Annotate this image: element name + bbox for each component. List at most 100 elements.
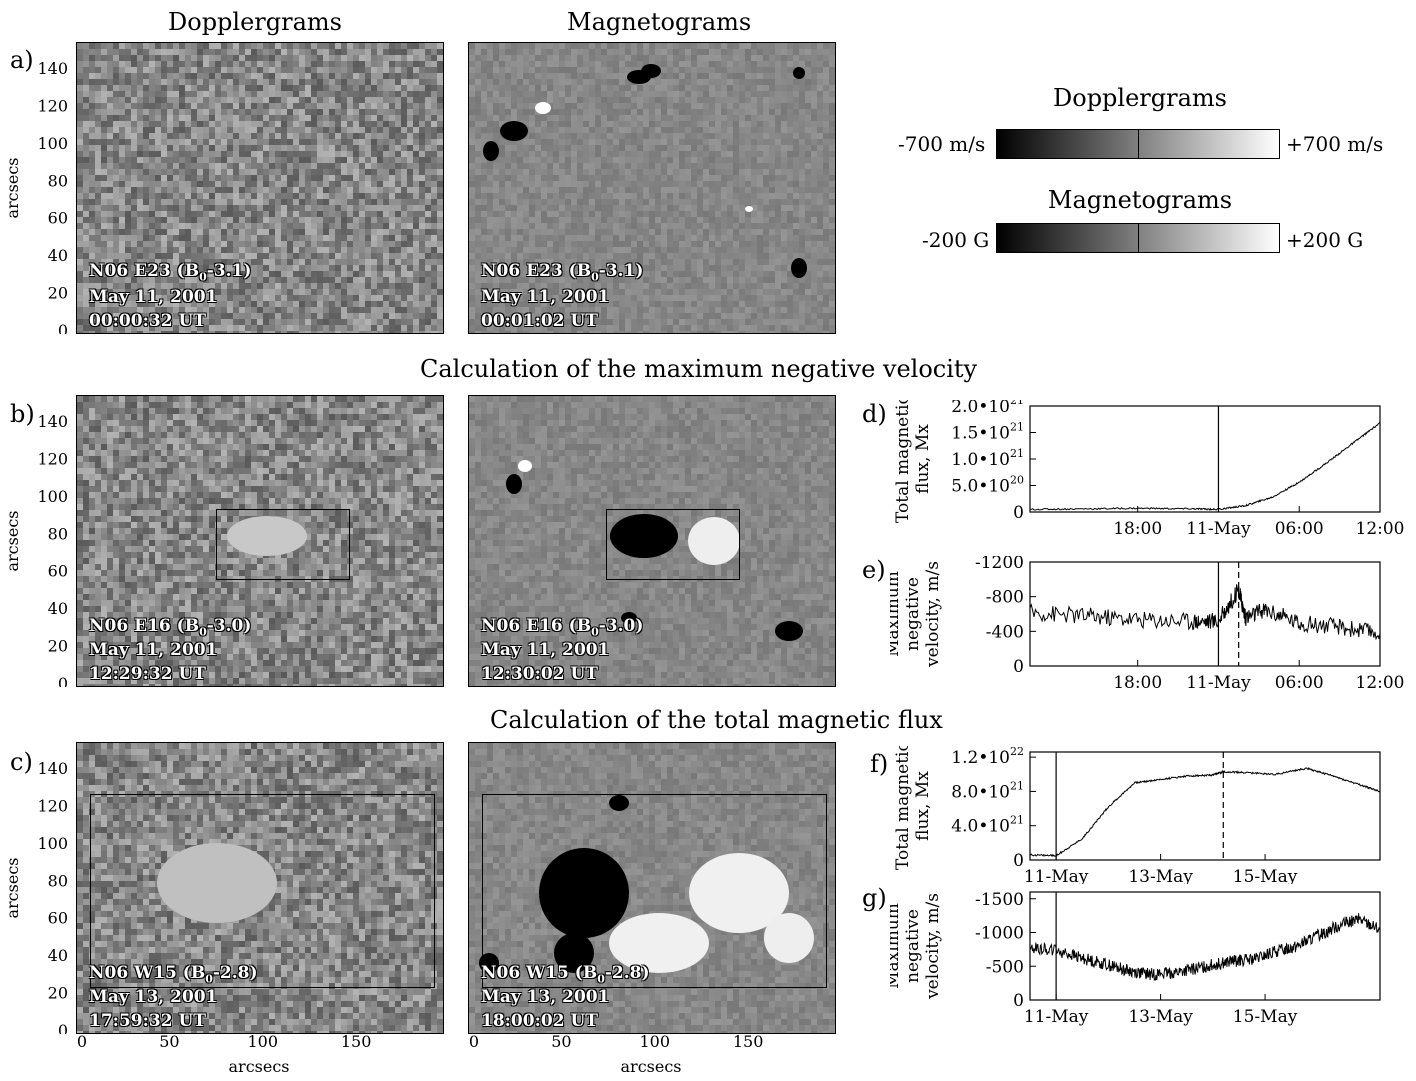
- x-tick-label: 18:00: [1113, 673, 1162, 692]
- magnetic-feature: [745, 206, 753, 212]
- x-tick-label: 0: [77, 1032, 87, 1051]
- data-series-line: [1030, 768, 1380, 856]
- region-of-interest-box: [216, 509, 350, 580]
- y-tick-label: -800: [986, 588, 1024, 608]
- x-tick-label: 12:00: [1356, 673, 1405, 692]
- panel-label-d: d): [862, 400, 887, 428]
- colorbar-midline: [1138, 224, 1139, 252]
- x-tick-label: 11-May: [1024, 867, 1089, 884]
- x-tick-label: 11-May: [1024, 1007, 1089, 1027]
- caption-time: 18:00:02 UT: [481, 1011, 598, 1031]
- y-tick-label: 140: [37, 759, 68, 778]
- y-tick-label: 8.0•1021: [951, 779, 1024, 802]
- data-series-line: [1030, 913, 1380, 980]
- y-axis-label-line: Total magnetic: [893, 746, 913, 870]
- y-tick-label: 120: [37, 449, 68, 468]
- data-series-line: [1030, 423, 1380, 510]
- magnetic-feature: [793, 67, 805, 79]
- colorbar-magneto: [996, 223, 1280, 253]
- y-tick-label: 60: [48, 909, 68, 928]
- y-tick-label: 40: [48, 946, 68, 965]
- x-tick-label: 11-May: [1186, 673, 1251, 692]
- x-tick-label: 15-May: [1233, 1007, 1298, 1027]
- magnetic-feature: [535, 102, 551, 114]
- y-tick-label: 0: [58, 674, 68, 687]
- plot-frame: [1030, 406, 1380, 512]
- y-tick-label: 1.2•1022: [951, 746, 1024, 768]
- y-tick-label: -1200: [975, 556, 1024, 573]
- x-tick-label: 06:00: [1275, 673, 1324, 692]
- y-tick-label: 40: [48, 599, 68, 618]
- y-tick-label: 100: [37, 487, 68, 506]
- x-tick-label: 13-May: [1128, 867, 1193, 884]
- magnetic-feature: [641, 64, 661, 78]
- y-tick-label: -400: [986, 622, 1024, 642]
- x-tick-label: 50: [159, 1032, 179, 1051]
- section-title-velocity: Calculation of the maximum negative velo…: [420, 355, 977, 383]
- y-tick-label: 0: [1013, 851, 1024, 871]
- x-tick-label: 0: [469, 1032, 479, 1051]
- magnetic-feature: [775, 621, 803, 641]
- colorbar-doppler-min: -700 m/s: [898, 132, 985, 156]
- panel-label-f: f): [870, 750, 888, 778]
- y-tick-label: 40: [48, 246, 68, 265]
- caption-position: N06 E16 (B0-3.0): [89, 616, 251, 638]
- caption-date: May 11, 2001: [481, 287, 609, 307]
- y-tick-label: 2.0•1021: [951, 400, 1024, 417]
- x-tick-label: 18:00: [1113, 519, 1162, 539]
- y-axis-label-line: Maximum: [890, 571, 903, 657]
- y-axis-label-line: flux, Mx: [913, 771, 933, 841]
- y-tick-label: 0: [58, 1021, 68, 1034]
- dopplergrams-column-title: Dopplergrams: [168, 8, 342, 36]
- x-tick-label: 06:00: [1275, 519, 1324, 539]
- y-tick-label: 1.5•1021: [951, 421, 1024, 444]
- image-x-axis-left: 0 50 100 150 arcsecs: [76, 1032, 442, 1077]
- caption-date: May 13, 2001: [89, 987, 217, 1007]
- section-title-flux: Calculation of the total magnetic flux: [490, 706, 943, 734]
- x-tick-label: 15-May: [1233, 867, 1298, 884]
- x-tick-label: 100: [247, 1032, 278, 1051]
- x-axis-label: arcsecs: [229, 1057, 290, 1076]
- colorbar-magneto-min: -200 G: [922, 228, 989, 252]
- caption-time: 17:59:32 UT: [89, 1011, 206, 1031]
- x-tick-label: 50: [551, 1032, 571, 1051]
- y-tick-label: -1000: [975, 924, 1024, 944]
- magnetogram-c: N06 W15 (B0-2.8) May 13, 2001 18:00:02 U…: [468, 742, 836, 1034]
- y-tick-label: 100: [37, 834, 68, 853]
- caption-position: N06 W15 (B0-2.8): [481, 963, 650, 985]
- magnetic-feature: [500, 121, 528, 141]
- y-tick-label: 20: [48, 984, 68, 1003]
- panel-label-e: e): [862, 556, 886, 584]
- colorbar-doppler: [996, 129, 1280, 159]
- y-axis-label: arcsecs: [3, 158, 22, 219]
- y-tick-label: 20: [48, 284, 68, 303]
- y-tick-label: 140: [37, 59, 68, 78]
- y-axis-label-line: flux, Mx: [913, 424, 933, 494]
- y-axis-label-line: velocity, m/s: [923, 893, 943, 1000]
- y-tick-label: 80: [48, 524, 68, 543]
- colorbar-magneto-title: Magnetograms: [995, 186, 1285, 214]
- colorbar-midline: [1138, 130, 1139, 158]
- magnetic-feature: [483, 141, 499, 161]
- y-axis-label-line: Total magnetic: [893, 400, 913, 523]
- y-tick-label: 120: [37, 796, 68, 815]
- y-tick-label: 60: [48, 209, 68, 228]
- plot-frame: [1030, 752, 1380, 860]
- magnetic-feature: [791, 258, 807, 278]
- y-tick-label: 20: [48, 637, 68, 656]
- caption-position: N06 E16 (B0-3.0): [481, 616, 643, 638]
- x-tick-label: 150: [341, 1032, 372, 1051]
- caption-date: May 11, 2001: [481, 640, 609, 660]
- y-tick-label: 80: [48, 171, 68, 190]
- dopplergram-c: N06 W15 (B0-2.8) May 13, 2001 17:59:32 U…: [76, 742, 444, 1034]
- x-tick-label: 11-May: [1186, 519, 1251, 539]
